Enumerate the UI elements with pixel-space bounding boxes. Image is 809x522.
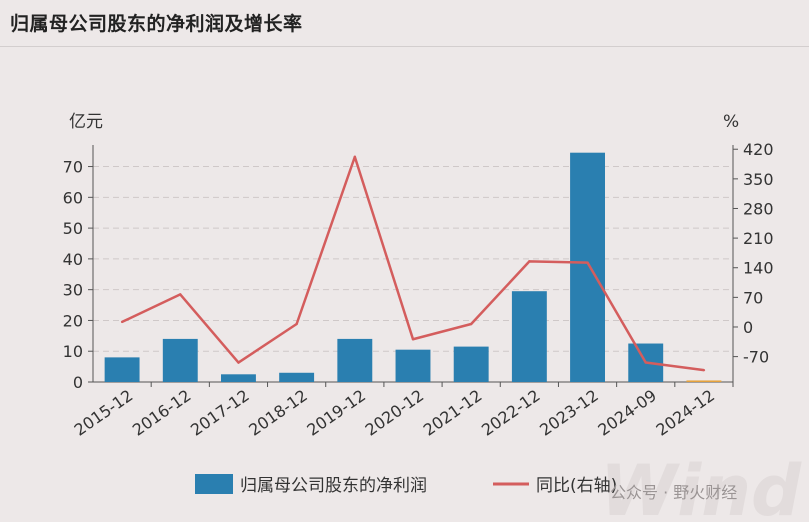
x-axis-tick-label: 2020-12 xyxy=(362,386,428,440)
line-point xyxy=(411,338,415,341)
legend: 归属母公司股东的净利润 同比(右轴) xyxy=(195,474,617,496)
legend-label-line: 同比(右轴) xyxy=(536,476,617,496)
right-axis-tick-label: 70 xyxy=(743,288,763,307)
x-axis-tick-label: 2019-12 xyxy=(303,386,369,440)
x-axis-tick-label: 2024-09 xyxy=(594,386,660,440)
title-bar: 归属母公司股东的净利润及增长率 xyxy=(0,0,809,47)
bar xyxy=(104,357,140,382)
legend-swatch-bar xyxy=(195,474,233,494)
left-axis-tick-label: 60 xyxy=(63,188,83,207)
legend-label-bar: 归属母公司股东的净利润 xyxy=(240,476,427,496)
bar xyxy=(221,374,256,382)
bar xyxy=(686,380,722,382)
bar xyxy=(279,372,315,382)
line-point xyxy=(644,361,647,364)
x-axis-tick-label: 2017-12 xyxy=(187,386,253,440)
left-axis-tick-label: 30 xyxy=(63,281,83,300)
right-axis-tick-label: 280 xyxy=(743,199,774,218)
left-axis-tick-label: 20 xyxy=(63,311,83,330)
x-tick-layer: 2015-122016-122017-122018-122019-122020-… xyxy=(71,382,734,440)
right-axis-tick-label: 350 xyxy=(743,170,774,189)
left-axis-tick-label: 40 xyxy=(63,250,83,269)
line-point xyxy=(237,361,240,364)
x-axis-tick-label: 2018-12 xyxy=(245,386,311,440)
bar xyxy=(570,152,605,382)
watermark-layer: Wind xyxy=(600,450,802,522)
bar xyxy=(511,291,547,382)
watermark-logo: Wind xyxy=(600,450,802,522)
left-axis-tick-label: 70 xyxy=(63,158,83,177)
line-point xyxy=(295,322,298,326)
right-axis-tick-label: 210 xyxy=(743,229,774,248)
page-title: 归属母公司股东的净利润及增长率 xyxy=(10,13,303,35)
bar xyxy=(453,346,489,382)
grid-layer xyxy=(93,166,733,352)
line-point xyxy=(179,293,182,296)
left-axis-tick-label: 10 xyxy=(63,342,83,361)
bar xyxy=(395,349,431,382)
line-point xyxy=(469,322,473,326)
bar-layer xyxy=(104,152,722,382)
watermark-text: 公众号 · 野火财经 xyxy=(610,483,737,502)
line-point xyxy=(120,320,124,324)
left-axis-tick-label: 0 xyxy=(73,373,83,392)
right-axis-tick-label: 140 xyxy=(743,259,774,278)
x-axis-tick-label: 2022-12 xyxy=(478,386,544,440)
right-axis-tick-label: 0 xyxy=(743,318,753,337)
axis-layer: 亿元 % 0 10 20 30 40 50 60 70 -70 0 70 140 210 280 350 42… xyxy=(63,112,774,392)
line-point xyxy=(586,261,589,264)
x-axis-tick-label: 2021-12 xyxy=(420,386,486,440)
bar xyxy=(337,338,373,382)
right-axis-tick-label: -70 xyxy=(743,348,769,367)
x-axis-tick-label: 2016-12 xyxy=(129,386,195,440)
left-axis-unit: 亿元 xyxy=(69,112,103,132)
line-layer xyxy=(120,155,706,372)
line-point xyxy=(702,368,706,372)
x-axis-tick-label: 2024-12 xyxy=(653,386,719,440)
x-axis-tick-label: 2023-12 xyxy=(536,386,602,440)
right-axis-tick-label: 420 xyxy=(743,140,774,159)
left-axis-tick-label: 50 xyxy=(63,219,83,238)
bar xyxy=(162,338,198,382)
line-point xyxy=(528,260,531,263)
line-point xyxy=(353,155,357,159)
x-axis-tick-label: 2015-12 xyxy=(71,386,137,440)
right-axis-unit: % xyxy=(723,112,739,132)
